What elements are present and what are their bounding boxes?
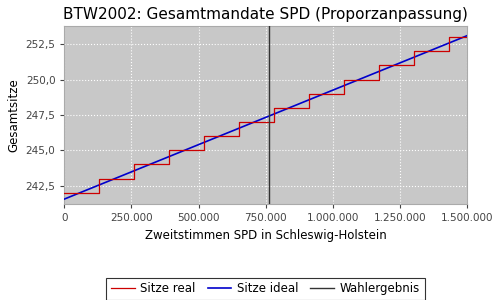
- Sitze real: [184, 148, 190, 152]
- Sitze real: [79, 191, 85, 194]
- Sitze real: [132, 163, 138, 166]
- Sitze real: [464, 35, 470, 39]
- Sitze real: [219, 134, 225, 138]
- Sitze real: [289, 106, 295, 110]
- Sitze real: [446, 50, 452, 53]
- Sitze real: [464, 35, 470, 39]
- Title: BTW2002: Gesamtmandate SPD (Proporzanpassung): BTW2002: Gesamtmandate SPD (Proporzanpas…: [63, 7, 468, 22]
- Sitze real: [236, 120, 242, 124]
- Sitze real: [114, 177, 120, 180]
- Sitze real: [394, 64, 400, 67]
- Sitze real: [376, 64, 382, 67]
- Sitze real: [359, 78, 365, 81]
- Sitze real: [79, 191, 85, 194]
- Sitze real: [62, 191, 68, 194]
- Sitze real: [324, 92, 330, 95]
- Sitze real: [342, 92, 347, 95]
- Sitze real: [236, 134, 242, 138]
- Sitze real: [272, 106, 278, 110]
- Sitze real: [132, 177, 138, 180]
- Sitze real: [202, 134, 207, 138]
- Sitze real: [149, 163, 155, 166]
- Sitze real: [184, 148, 190, 152]
- Sitze real: [412, 64, 418, 67]
- Sitze real: [306, 92, 312, 95]
- X-axis label: Zweitstimmen SPD in Schleswig-Holstein: Zweitstimmen SPD in Schleswig-Holstein: [144, 229, 386, 242]
- Sitze real: [149, 163, 155, 166]
- Sitze real: [202, 148, 207, 152]
- Sitze real: [429, 50, 435, 53]
- Sitze real: [289, 106, 295, 110]
- Legend: Sitze real, Sitze ideal, Wahlergebnis: Sitze real, Sitze ideal, Wahlergebnis: [106, 278, 425, 300]
- Sitze real: [96, 177, 102, 180]
- Sitze real: [254, 120, 260, 124]
- Sitze real: [114, 177, 120, 180]
- Sitze real: [376, 78, 382, 81]
- Sitze real: [254, 120, 260, 124]
- Sitze real: [429, 50, 435, 53]
- Sitze real: [272, 120, 278, 124]
- Sitze real: [306, 106, 312, 110]
- Y-axis label: Gesamtsitze: Gesamtsitze: [7, 78, 20, 152]
- Sitze real: [219, 134, 225, 138]
- Line: Sitze real: Sitze real: [64, 37, 467, 193]
- Sitze real: [324, 92, 330, 95]
- Sitze real: [96, 191, 102, 194]
- Sitze real: [394, 64, 400, 67]
- Sitze real: [342, 78, 347, 81]
- Sitze real: [166, 148, 172, 152]
- Sitze real: [166, 163, 172, 166]
- Sitze real: [446, 35, 452, 39]
- Sitze real: [359, 78, 365, 81]
- Sitze real: [412, 50, 418, 53]
